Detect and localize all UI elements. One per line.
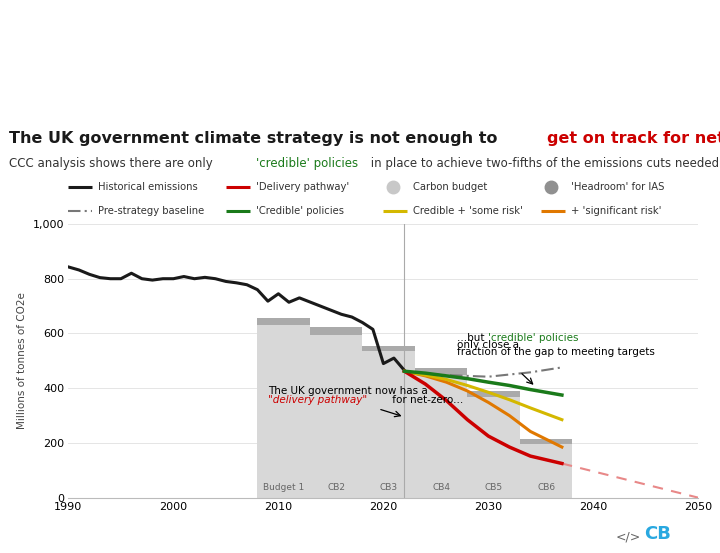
Text: "delivery pathway": "delivery pathway" [268,395,367,405]
Bar [415,374,467,498]
Text: 'credible' policies: 'credible' policies [256,156,358,170]
Text: Pre-strategy baseline: Pre-strategy baseline [98,206,204,216]
Bar [258,317,310,325]
Text: CB6: CB6 [537,483,555,492]
Text: The UK government climate strategy is not enough to: The UK government climate strategy is no… [9,131,503,146]
Text: Budget 1: Budget 1 [263,483,305,492]
Bar [258,325,310,498]
Bar [467,397,520,498]
Bar [415,368,467,374]
Bar [520,444,572,498]
Text: CB5: CB5 [485,483,503,492]
Text: 'Delivery pathway': 'Delivery pathway' [256,182,348,192]
Text: 'Headroom' for IAS: 'Headroom' for IAS [570,182,664,192]
Text: CB4: CB4 [432,483,450,492]
Bar [362,346,415,351]
Text: only close a: only close a [457,340,519,350]
Text: ...but: ...but [457,333,487,343]
Text: 'credible' policies: 'credible' policies [488,333,579,343]
Text: get on track for net-zero: get on track for net-zero [547,131,720,146]
Text: CB: CB [644,525,671,543]
Text: Carbon budget: Carbon budget [413,182,487,192]
Text: </>: </> [616,530,641,543]
Text: fraction of the gap to meeting targets: fraction of the gap to meeting targets [457,347,654,357]
Text: 'Credible' policies: 'Credible' policies [256,206,343,216]
Text: Historical emissions: Historical emissions [98,182,198,192]
Bar [362,351,415,498]
Text: CB3: CB3 [379,483,397,492]
Text: in place to achieve two-fifths of the emissions cuts needed: in place to achieve two-fifths of the em… [367,156,719,170]
Text: The UK government now has a: The UK government now has a [268,387,428,397]
Bar [520,440,572,444]
Y-axis label: Millions of tonnes of CO2e: Millions of tonnes of CO2e [17,293,27,429]
Text: for net-zero...: for net-zero... [389,395,463,405]
Bar [310,335,362,498]
Text: CB2: CB2 [327,483,345,492]
Bar [310,327,362,335]
Text: Credible + 'some risk': Credible + 'some risk' [413,206,523,216]
Text: + 'significant risk': + 'significant risk' [570,206,661,216]
Text: CCC analysis shows there are only: CCC analysis shows there are only [9,156,217,170]
Bar [467,392,520,397]
